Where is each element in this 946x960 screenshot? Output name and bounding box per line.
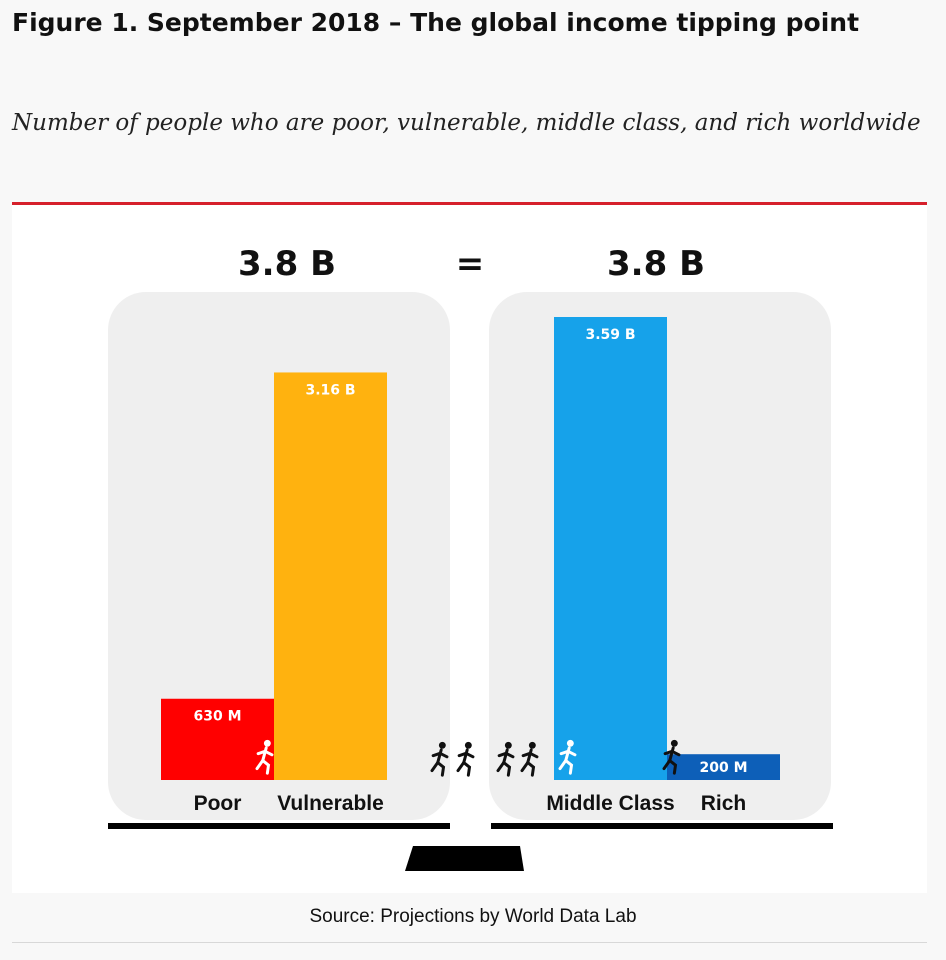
footer-rule xyxy=(12,942,927,943)
chart-svg: 3.8 B = 3.8 B 630 M Poor 3.16 B Vulnerable 3.59… xyxy=(108,244,833,871)
runner-icon-4-head xyxy=(528,741,536,749)
category-label-vulnerable: Vulnerable xyxy=(277,792,384,815)
runner-icon-1-legs xyxy=(430,761,446,777)
bar-middle-class xyxy=(554,317,667,780)
runner-icon-middle-legs xyxy=(558,759,574,775)
bar-vulnerable xyxy=(274,372,387,780)
scale-beam-2 xyxy=(491,823,833,829)
value-label-middle-class: 3.59 B xyxy=(585,327,635,343)
value-label-rich: 200 M xyxy=(699,760,747,776)
bar-rich xyxy=(667,754,780,780)
runner-icon-2 xyxy=(456,741,475,777)
runner-icon-rich-legs xyxy=(662,759,678,775)
runner-icon-poor xyxy=(255,739,274,775)
category-label-rich: Rich xyxy=(701,792,747,815)
total-right: 3.8 B xyxy=(607,244,705,284)
runner-icon-middle xyxy=(558,739,577,775)
total-left: 3.8 B xyxy=(238,244,336,284)
figure-title: Figure 1. September 2018 – The global in… xyxy=(12,8,860,37)
runner-icon-rich-arms xyxy=(663,749,681,757)
value-label-poor: 630 M xyxy=(193,709,241,725)
runner-icon-middle-arms xyxy=(559,749,577,757)
runner-icon-poor-legs xyxy=(255,759,271,775)
runner-icon-4 xyxy=(520,741,539,777)
runner-icon-poor-head xyxy=(263,739,271,747)
bar-poor xyxy=(161,698,274,780)
scale-fulcrum xyxy=(405,846,524,871)
category-label-middle-class: Middle Class xyxy=(546,792,674,815)
runner-icon-1-arms xyxy=(431,751,449,759)
chart-area: 3.8 B = 3.8 B 630 M Poor 3.16 B Vulnerable 3.59… xyxy=(12,205,927,893)
runner-icon-middle-head xyxy=(566,739,574,747)
figure-subtitle: Number of people who are poor, vulnerabl… xyxy=(12,110,921,136)
equals-sign: = xyxy=(456,244,485,284)
runner-icon-1-head xyxy=(438,741,446,749)
runner-icon-3 xyxy=(496,741,515,777)
runner-icon-2-torso xyxy=(462,748,469,765)
runner-icon-4-legs xyxy=(520,761,536,777)
runner-icon-2-head xyxy=(464,741,472,749)
runner-icon-rich xyxy=(662,739,681,775)
source-note: Source: Projections by World Data Lab xyxy=(309,906,637,927)
header-rule xyxy=(12,202,927,205)
runner-icon-3-arms xyxy=(497,751,515,759)
category-label-poor: Poor xyxy=(194,792,242,815)
runner-icon-poor-arms xyxy=(256,749,274,757)
runner-icon-rich-head xyxy=(670,739,678,747)
runner-icon-3-head xyxy=(504,741,512,749)
runner-icon-1 xyxy=(430,741,449,777)
scale-beam-1 xyxy=(108,823,450,829)
value-label-vulnerable: 3.16 B xyxy=(305,382,355,398)
runner-icon-2-legs xyxy=(456,761,472,777)
runner-icon-3-legs xyxy=(496,761,512,777)
runner-icon-4-arms xyxy=(521,751,539,759)
runner-icon-2-arms xyxy=(457,751,475,759)
